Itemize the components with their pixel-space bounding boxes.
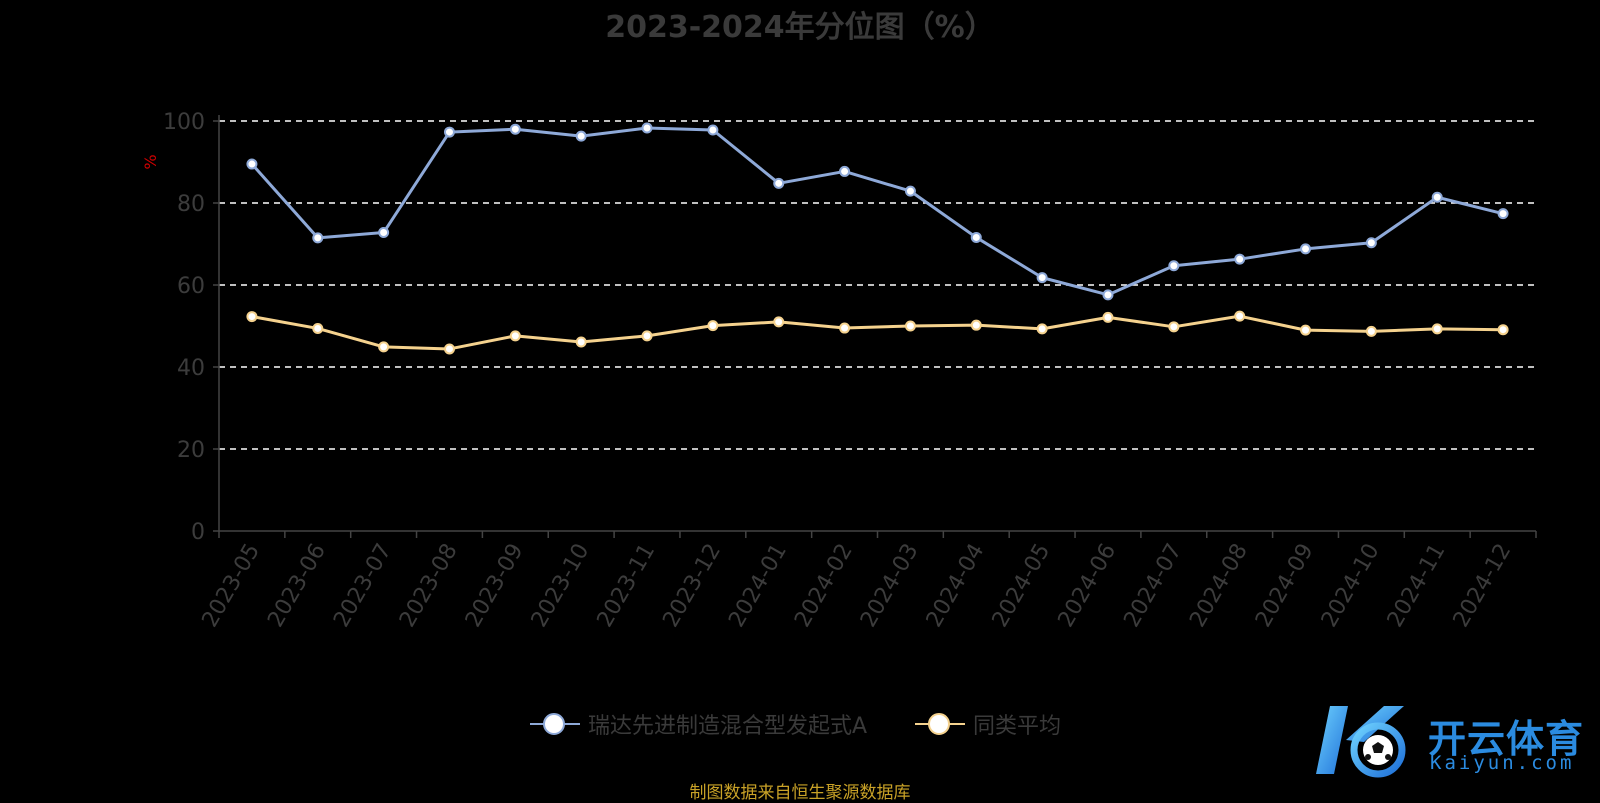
data-point[interactable] bbox=[904, 320, 916, 332]
legend-item-series-2[interactable]: 同类平均 bbox=[915, 708, 1061, 740]
data-point[interactable] bbox=[1036, 323, 1048, 335]
x-tick-label: 2023-11 bbox=[593, 540, 661, 632]
source-note: 制图数据来自恒生聚源数据库 bbox=[689, 783, 911, 803]
data-point[interactable] bbox=[1102, 289, 1114, 301]
data-point[interactable] bbox=[1234, 310, 1246, 322]
logo-text-cn: 开云体育 bbox=[1428, 717, 1585, 761]
series-1 bbox=[246, 122, 1509, 301]
y-tick-labels: 0 20 40 60 80 100 bbox=[163, 110, 205, 545]
data-point[interactable] bbox=[1168, 321, 1180, 333]
x-tick-label: 2024-10 bbox=[1317, 540, 1385, 632]
data-point[interactable] bbox=[904, 185, 916, 197]
axes bbox=[213, 115, 1537, 538]
data-point[interactable] bbox=[246, 311, 258, 323]
x-tick-label: 2023-08 bbox=[395, 540, 463, 632]
x-tick-label: 2024-06 bbox=[1054, 540, 1122, 632]
series-group bbox=[246, 122, 1509, 355]
y-tick-label: 60 bbox=[177, 274, 205, 299]
data-point[interactable] bbox=[707, 124, 719, 136]
x-tick-label: 2024-11 bbox=[1383, 540, 1451, 632]
data-point[interactable] bbox=[575, 130, 587, 142]
y-tick-label: 40 bbox=[177, 356, 205, 381]
x-tick-label: 2024-03 bbox=[856, 540, 924, 632]
data-point[interactable] bbox=[839, 165, 851, 177]
series-line bbox=[250, 126, 1504, 297]
x-tick-label: 2023-05 bbox=[198, 540, 266, 632]
data-point[interactable] bbox=[773, 316, 785, 328]
data-point[interactable] bbox=[443, 126, 455, 138]
legend-label: 同类平均 bbox=[973, 714, 1062, 739]
x-tick-label: 2024-02 bbox=[790, 540, 858, 632]
legend: 瑞达先进制造混合型发起式A 同类平均 bbox=[0, 708, 1600, 748]
x-tick-label: 2024-09 bbox=[1251, 540, 1319, 632]
data-point[interactable] bbox=[312, 232, 324, 244]
kaiyun-logo: 开云体育 Kaiyun.com bbox=[1312, 700, 1592, 780]
series-line bbox=[251, 314, 1504, 351]
legend-item-series-1[interactable]: 瑞达先进制造混合型发起式A bbox=[530, 708, 867, 740]
data-point[interactable] bbox=[773, 177, 785, 189]
data-point[interactable] bbox=[378, 227, 390, 239]
x-tick-label: 2024-08 bbox=[1185, 540, 1253, 632]
x-tick-label: 2023-09 bbox=[461, 540, 529, 632]
data-point[interactable] bbox=[970, 231, 982, 243]
data-point[interactable] bbox=[1102, 311, 1114, 323]
data-point[interactable] bbox=[443, 343, 455, 355]
x-tick-label: 2024-12 bbox=[1449, 540, 1517, 632]
data-point[interactable] bbox=[1300, 243, 1312, 255]
x-tick-label: 2023-12 bbox=[658, 540, 726, 632]
chart-title: 2023-2024年分位图（%） bbox=[605, 10, 995, 45]
x-tick-labels: 2023-052023-062023-072023-082023-092023-… bbox=[198, 540, 1517, 632]
legend-marker-icon bbox=[530, 712, 580, 736]
grid-lines bbox=[219, 120, 1536, 450]
data-point[interactable] bbox=[1036, 272, 1048, 284]
data-point[interactable] bbox=[1168, 260, 1180, 272]
data-point[interactable] bbox=[707, 320, 719, 332]
data-point[interactable] bbox=[1497, 324, 1509, 336]
x-tick-label: 2023-10 bbox=[527, 540, 595, 632]
x-tick-label: 2024-01 bbox=[724, 540, 792, 632]
data-point[interactable] bbox=[1365, 325, 1377, 337]
y-tick-label: 80 bbox=[177, 192, 205, 217]
data-point[interactable] bbox=[378, 341, 390, 353]
series-2 bbox=[246, 310, 1509, 355]
logo-text-en: Kaiyun.com bbox=[1430, 752, 1575, 774]
data-point[interactable] bbox=[509, 123, 521, 135]
legend-label: 瑞达先进制造混合型发起式A bbox=[588, 714, 868, 739]
data-point[interactable] bbox=[641, 122, 653, 134]
data-point[interactable] bbox=[1497, 208, 1509, 220]
y-tick-label: 0 bbox=[191, 520, 205, 545]
y-tick-label: 20 bbox=[177, 438, 205, 463]
x-tick-label: 2023-07 bbox=[329, 540, 397, 632]
x-tick-label: 2024-07 bbox=[1119, 540, 1187, 632]
x-tick-label: 2024-04 bbox=[922, 540, 990, 632]
data-point[interactable] bbox=[970, 319, 982, 331]
data-point[interactable] bbox=[1365, 237, 1377, 249]
data-point[interactable] bbox=[312, 322, 324, 334]
data-point[interactable] bbox=[1234, 253, 1246, 265]
y-tick-label: 100 bbox=[163, 110, 205, 135]
data-point[interactable] bbox=[641, 330, 653, 342]
data-point[interactable] bbox=[575, 336, 587, 348]
data-point[interactable] bbox=[509, 330, 521, 342]
x-tick-label: 2024-05 bbox=[988, 540, 1056, 632]
data-point[interactable] bbox=[839, 322, 851, 334]
legend-marker-icon bbox=[915, 712, 965, 736]
data-point[interactable] bbox=[1431, 323, 1443, 335]
x-tick-label: 2023-06 bbox=[263, 540, 331, 632]
data-point[interactable] bbox=[246, 158, 258, 170]
y-axis-label: % bbox=[141, 154, 160, 169]
data-point[interactable] bbox=[1431, 191, 1443, 203]
soccer-ball-logo-icon bbox=[1316, 706, 1406, 778]
data-point[interactable] bbox=[1300, 324, 1312, 336]
